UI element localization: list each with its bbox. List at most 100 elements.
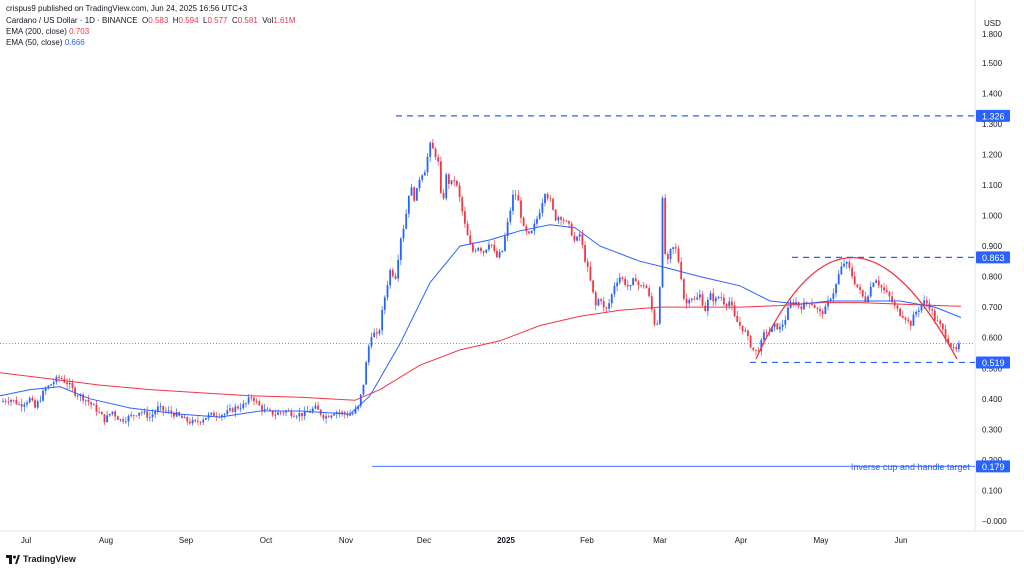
candle-body bbox=[650, 296, 653, 310]
candle-body bbox=[851, 267, 853, 277]
candle-body bbox=[896, 305, 899, 309]
candle-body bbox=[10, 399, 12, 402]
candle-body bbox=[536, 218, 538, 224]
candle-body bbox=[602, 301, 605, 308]
candle-body bbox=[87, 399, 90, 403]
y-tick-label: 0.300 bbox=[982, 425, 1003, 434]
candle-body bbox=[450, 180, 453, 184]
candle-body bbox=[15, 400, 18, 405]
candle-body bbox=[423, 172, 426, 176]
candle-body bbox=[618, 277, 621, 283]
candle-body bbox=[143, 411, 146, 413]
candle-body bbox=[477, 247, 480, 251]
candle-body bbox=[664, 197, 667, 254]
level-badge bbox=[976, 460, 1010, 473]
candle-body bbox=[84, 399, 87, 401]
candle-body bbox=[255, 401, 258, 402]
candle-body bbox=[821, 311, 824, 315]
candle-body bbox=[127, 416, 130, 422]
target-annotation: Inverse cup and handle target bbox=[851, 462, 971, 472]
candle-body bbox=[923, 300, 926, 306]
candle-body bbox=[431, 142, 434, 149]
tradingview-logo[interactable]: TradingView bbox=[6, 554, 76, 564]
candle-body bbox=[124, 421, 127, 423]
candle-body bbox=[415, 188, 418, 201]
ema200-legend[interactable]: EMA (200, close) 0.703 bbox=[6, 27, 90, 36]
candle-body bbox=[172, 413, 175, 417]
candle-body bbox=[843, 263, 845, 267]
candle-body bbox=[456, 180, 458, 186]
candle-body bbox=[119, 419, 122, 421]
candle-body bbox=[552, 199, 554, 210]
candle-body bbox=[365, 362, 368, 385]
candle-body bbox=[434, 148, 437, 158]
candle-body bbox=[869, 286, 872, 297]
candle-body bbox=[39, 400, 42, 402]
candle-body bbox=[197, 421, 199, 422]
candle-body bbox=[522, 217, 525, 227]
candle-body bbox=[600, 299, 602, 302]
candle-body bbox=[554, 209, 557, 221]
candle-body bbox=[610, 294, 613, 304]
candle-body bbox=[458, 185, 461, 198]
candle-body bbox=[199, 421, 202, 423]
ema50-value: 0.666 bbox=[64, 38, 85, 47]
candle-body bbox=[167, 410, 170, 412]
candle-body bbox=[947, 338, 950, 344]
candle-body bbox=[674, 247, 677, 249]
candle-body bbox=[330, 415, 333, 418]
candle-body bbox=[795, 301, 797, 305]
candle-body bbox=[343, 412, 346, 415]
candle-body bbox=[111, 411, 114, 414]
candle-body bbox=[108, 413, 111, 416]
candle-body bbox=[952, 347, 955, 348]
candle-body bbox=[370, 337, 373, 347]
candle-body bbox=[765, 332, 768, 334]
candle-body bbox=[813, 305, 816, 309]
candle-body bbox=[885, 290, 888, 293]
candle-body bbox=[824, 306, 827, 315]
candle-body bbox=[779, 326, 781, 330]
x-tick-label: Jun bbox=[895, 536, 908, 545]
candle-body bbox=[578, 234, 581, 237]
candle-body bbox=[856, 284, 859, 288]
candle-body bbox=[680, 261, 683, 280]
candle-body bbox=[939, 320, 942, 324]
candle-body bbox=[325, 416, 327, 419]
ema50-line bbox=[0, 224, 962, 418]
level-badge bbox=[976, 356, 1010, 369]
candle-body bbox=[829, 298, 832, 301]
y-tick-label: 0.100 bbox=[982, 486, 1003, 495]
candle-body bbox=[805, 302, 808, 304]
candle-body bbox=[725, 304, 728, 307]
candle-body bbox=[731, 301, 733, 306]
candle-body bbox=[453, 180, 456, 182]
x-tick-label: 2025 bbox=[497, 536, 515, 545]
candle-body bbox=[867, 296, 869, 302]
candle-body bbox=[375, 332, 378, 334]
candle-body bbox=[773, 323, 776, 328]
candle-body bbox=[175, 412, 178, 417]
candle-body bbox=[221, 415, 223, 417]
open-value: 0.583 bbox=[148, 16, 169, 25]
candle-body bbox=[640, 285, 643, 287]
ema50-legend[interactable]: EMA (50, close) 0.666 bbox=[6, 38, 85, 47]
candle-body bbox=[426, 156, 429, 173]
candle-body bbox=[541, 203, 544, 213]
candle-body bbox=[269, 409, 271, 411]
candle-body bbox=[917, 310, 920, 312]
candle-body bbox=[581, 234, 584, 245]
candle-body bbox=[170, 410, 173, 414]
candle-body bbox=[394, 275, 397, 279]
candle-body bbox=[31, 397, 34, 401]
candle-body bbox=[658, 287, 661, 324]
candle-body bbox=[891, 296, 894, 303]
candle-body bbox=[92, 404, 95, 406]
candle-body bbox=[549, 198, 552, 200]
candle-body bbox=[723, 297, 725, 305]
candle-body bbox=[656, 323, 659, 325]
candle-body bbox=[899, 308, 902, 316]
candle-body bbox=[557, 217, 560, 221]
candle-body bbox=[60, 378, 63, 380]
